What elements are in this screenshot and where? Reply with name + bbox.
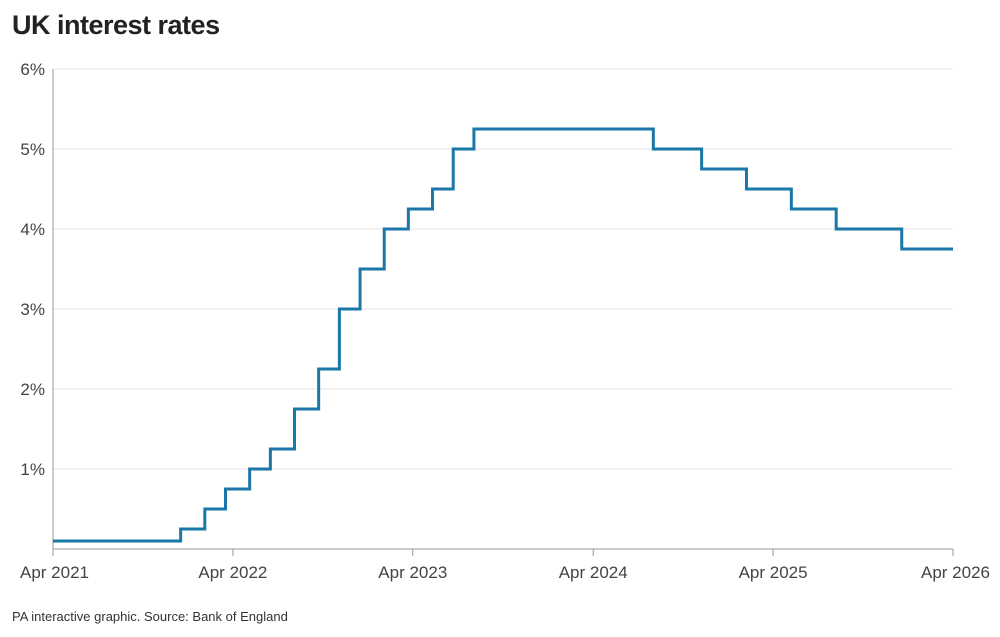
y-tick-label: 5% xyxy=(20,140,45,159)
chart-title: UK interest rates xyxy=(12,10,220,40)
x-tick-label: Apr 2024 xyxy=(559,563,628,582)
x-tick-label: Apr 2023 xyxy=(378,563,447,582)
y-tick-label: 6% xyxy=(20,60,45,79)
source-note: PA interactive graphic. Source: Bank of … xyxy=(12,609,288,624)
y-tick-label: 2% xyxy=(20,380,45,399)
x-tick-label: Apr 2026 xyxy=(921,563,990,582)
x-tick-label: Apr 2025 xyxy=(739,563,808,582)
y-tick-label: 3% xyxy=(20,300,45,319)
y-tick-label: 4% xyxy=(20,220,45,239)
x-tick-label: Apr 2022 xyxy=(198,563,267,582)
rate-step-line xyxy=(53,127,953,543)
y-tick-label: 1% xyxy=(20,460,45,479)
x-tick-label: Apr 2021 xyxy=(20,563,89,582)
